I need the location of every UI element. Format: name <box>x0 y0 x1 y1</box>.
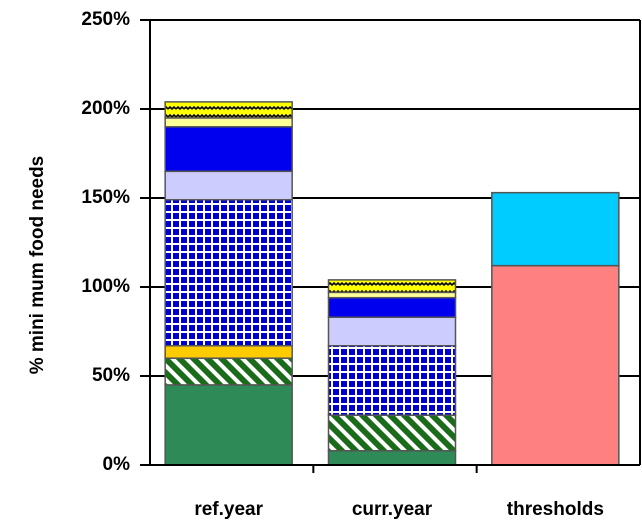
x-tick-label: ref.year <box>194 499 263 520</box>
bar-segment <box>164 199 293 347</box>
y-axis-label: % mini mum food needs <box>27 156 48 375</box>
x-tick-label: thresholds <box>507 499 604 520</box>
bar-segment <box>164 126 293 173</box>
bar-segment <box>491 191 620 267</box>
bar-segment <box>164 117 293 128</box>
bar-segment <box>327 414 457 452</box>
y-tick-label: 200% <box>81 98 130 119</box>
bar-segment <box>327 316 457 347</box>
y-tick-label: 50% <box>92 365 130 386</box>
bar-segment <box>164 170 293 201</box>
y-tick-label: 100% <box>81 276 130 297</box>
bar-segment <box>164 357 293 386</box>
y-tick-label: 0% <box>103 454 131 475</box>
bar-segment <box>164 344 293 359</box>
x-tick-label: curr.year <box>352 499 433 520</box>
y-tick-label: 250% <box>81 9 130 30</box>
bar-segment <box>327 291 457 299</box>
bar-segment <box>327 279 457 294</box>
bar-segment <box>164 384 293 466</box>
y-tick-label: 150% <box>81 187 130 208</box>
bar-segment <box>491 264 620 466</box>
bar-segment <box>327 296 457 319</box>
bar-segment <box>327 344 457 416</box>
bar-segment <box>327 450 457 466</box>
bar-segment <box>164 101 293 119</box>
